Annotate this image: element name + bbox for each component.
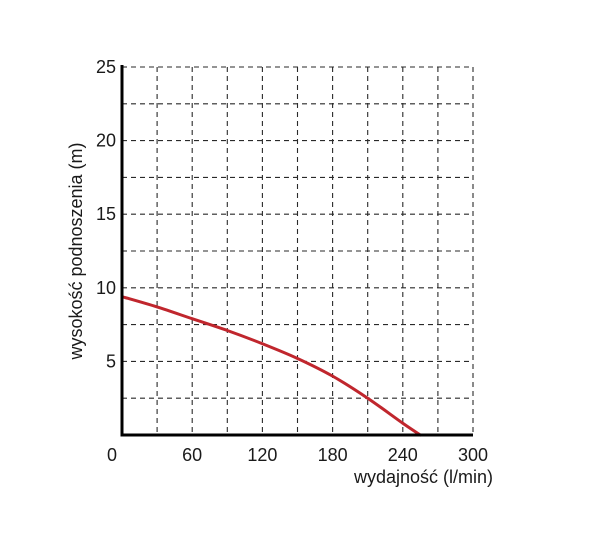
series-layer [120,295,422,437]
y-axis-title: wysokość podnoszenia (m) [66,142,86,360]
x-tick-label: 300 [458,445,488,465]
y-tick-label: 15 [96,204,116,224]
pump-performance-curve [120,295,422,437]
x-tick-label: 60 [182,445,202,465]
y-tick-label: 25 [96,57,116,77]
grid-layer [122,66,474,435]
x-tick-label: 240 [388,445,418,465]
axis-layer [120,65,473,437]
x-tick-label: 120 [247,445,277,465]
y-tick-label: 20 [96,131,116,151]
x-axis-title: wydajność (l/min) [353,467,493,487]
x-tick-label: 180 [318,445,348,465]
y-tick-label: 10 [96,278,116,298]
y-tick-label: 5 [106,351,116,371]
label-layer: 0 60 120 180 240 300 5 10 15 20 25 wydajność (l/min… [66,57,493,487]
x-tick-label: 0 [107,445,117,465]
